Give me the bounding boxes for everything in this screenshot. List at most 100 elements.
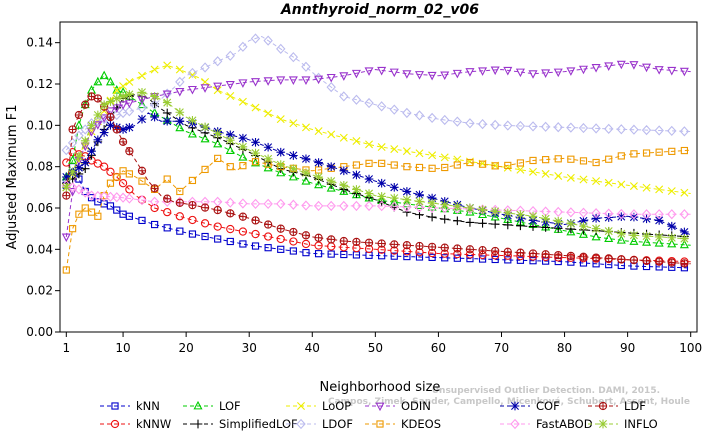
data-point-odin: [578, 65, 588, 75]
data-point-inflo: [642, 231, 651, 241]
legend-item-odin: ODIN: [365, 399, 431, 413]
data-point-odin: [200, 84, 210, 93]
series-line-odin: [65, 62, 691, 237]
data-point-ldf: [642, 256, 651, 266]
data-point-cof: [667, 221, 677, 231]
data-point-knn: [529, 257, 537, 265]
data-point-ldof: [641, 124, 652, 136]
data-point-loop: [339, 133, 348, 142]
data-point-loop: [516, 165, 525, 174]
x-tick-label: 1: [62, 341, 70, 355]
data-point-kdeos: [567, 155, 575, 163]
data-point-ldf: [629, 255, 639, 265]
data-point-knnw: [188, 215, 197, 225]
legend-item-ldf: LDF: [588, 399, 646, 413]
legend-marker-inflo: [598, 419, 608, 429]
legend-label: LOF: [219, 399, 241, 413]
x-tick-label: 90: [620, 341, 635, 355]
data-point-ldof: [465, 118, 475, 129]
data-point-inflo: [301, 168, 311, 178]
data-point-odin: [137, 96, 147, 105]
data-point-knnw: [106, 167, 115, 176]
data-point-inflo: [629, 230, 639, 240]
data-point-loop: [629, 182, 638, 191]
data-point-loop: [276, 115, 285, 124]
data-point-odin: [629, 61, 639, 70]
data-point-inflo: [125, 90, 134, 99]
data-point-ldf: [137, 166, 147, 175]
data-point-kdeos: [642, 149, 651, 157]
data-point-loop: [251, 103, 260, 112]
data-point-inflo: [263, 154, 273, 164]
data-point-odin: [288, 76, 298, 86]
data-point-odin: [515, 68, 525, 78]
data-point-fastabod: [93, 190, 103, 202]
data-point-lof: [200, 133, 210, 143]
data-point-inflo: [579, 221, 588, 231]
data-point-lof: [301, 175, 311, 185]
data-point-odin: [389, 68, 399, 78]
data-point-knn: [516, 256, 525, 264]
data-point-inflo: [402, 195, 412, 205]
data-point-inflo: [112, 94, 122, 103]
data-point-cof: [276, 147, 286, 157]
data-point-loop: [301, 123, 310, 132]
data-point-lof: [642, 237, 652, 246]
data-point-kdeos: [668, 147, 676, 155]
series-line-loop: [65, 64, 691, 194]
data-point-fastabod: [288, 199, 299, 210]
data-point-loop: [440, 153, 449, 162]
data-point-ldf: [289, 227, 298, 237]
data-point-ldof: [603, 123, 614, 134]
series-odin: [61, 60, 691, 243]
data-point-knn: [251, 242, 260, 250]
data-point-loop: [604, 178, 613, 187]
data-point-odin: [99, 114, 109, 123]
data-point-kdeos: [69, 225, 77, 233]
data-point-ldof: [402, 107, 412, 119]
data-point-odin: [187, 85, 197, 95]
data-point-kdeos: [378, 159, 386, 167]
data-point-cof: [314, 158, 323, 167]
data-point-cof: [251, 137, 260, 147]
data-point-simplifiedlof: [440, 214, 450, 224]
data-point-loop: [566, 173, 575, 182]
data-point-ldf: [680, 259, 689, 268]
data-point-fastabod: [326, 200, 336, 212]
data-point-ldf: [81, 100, 90, 109]
data-point-kdeos: [188, 176, 197, 185]
data-point-knn: [314, 250, 323, 258]
series-inflo: [61, 87, 691, 243]
data-point-ldof: [629, 124, 639, 135]
data-point-ldf: [93, 94, 102, 103]
data-point-inflo: [440, 200, 450, 210]
legend-label: COF: [536, 399, 560, 413]
data-point-ldf: [667, 258, 676, 267]
data-point-cof: [137, 114, 147, 124]
data-point-loop: [352, 137, 361, 146]
data-point-knn: [226, 237, 234, 246]
data-point-ldf: [516, 248, 525, 257]
data-point-kdeos: [106, 179, 115, 187]
data-point-ldf: [528, 249, 538, 258]
data-point-inflo: [162, 98, 172, 107]
data-point-fastabod: [149, 196, 160, 207]
legend-label: ODIN: [401, 399, 431, 413]
data-point-ldf: [150, 184, 159, 193]
data-point-odin: [112, 104, 122, 113]
data-point-knn: [327, 250, 335, 258]
data-point-cof: [150, 112, 159, 122]
data-point-knnw: [226, 224, 235, 234]
data-point-lof: [326, 183, 336, 192]
data-point-lof: [225, 145, 235, 154]
data-point-inflo: [604, 226, 614, 236]
data-point-fastabod: [616, 208, 627, 220]
data-point-kdeos: [680, 146, 688, 155]
data-point-inflo: [87, 121, 96, 130]
data-point-ldf: [491, 246, 500, 256]
data-point-ldof: [175, 76, 185, 88]
data-point-knn: [302, 249, 310, 257]
data-point-fastabod: [250, 198, 261, 210]
data-point-ldof: [301, 61, 311, 72]
